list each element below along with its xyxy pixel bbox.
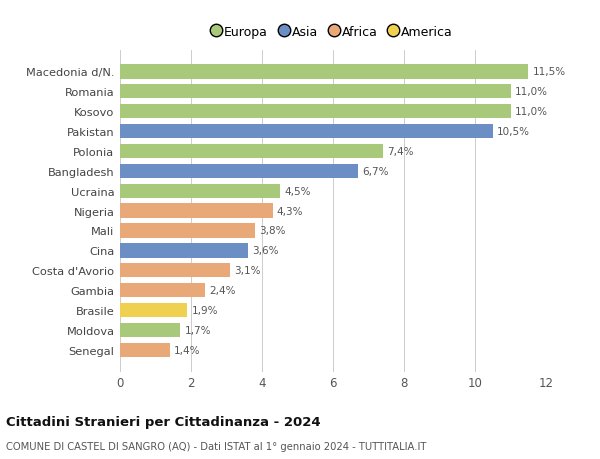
Text: Cittadini Stranieri per Cittadinanza - 2024: Cittadini Stranieri per Cittadinanza - 2… — [6, 415, 320, 428]
Legend: Europa, Asia, Africa, America: Europa, Asia, Africa, America — [208, 22, 458, 45]
Bar — [120, 283, 205, 297]
Text: 11,0%: 11,0% — [515, 107, 548, 117]
Text: 7,4%: 7,4% — [387, 146, 413, 157]
Bar — [120, 184, 280, 198]
Text: 6,7%: 6,7% — [362, 167, 389, 176]
Bar — [120, 224, 255, 238]
Text: 1,4%: 1,4% — [174, 345, 200, 355]
Bar — [120, 125, 493, 139]
Bar — [120, 145, 383, 159]
Bar — [120, 343, 170, 357]
Bar — [120, 204, 272, 218]
Bar — [120, 244, 248, 258]
Bar — [120, 105, 511, 119]
Bar — [120, 85, 511, 99]
Text: 3,8%: 3,8% — [259, 226, 286, 236]
Text: 3,6%: 3,6% — [252, 246, 278, 256]
Text: 11,0%: 11,0% — [515, 87, 548, 97]
Text: COMUNE DI CASTEL DI SANGRO (AQ) - Dati ISTAT al 1° gennaio 2024 - TUTTITALIA.IT: COMUNE DI CASTEL DI SANGRO (AQ) - Dati I… — [6, 441, 427, 451]
Bar — [120, 164, 358, 179]
Bar — [120, 323, 181, 337]
Bar — [120, 303, 187, 318]
Text: 3,1%: 3,1% — [235, 266, 261, 276]
Text: 11,5%: 11,5% — [533, 67, 566, 77]
Text: 1,7%: 1,7% — [185, 325, 211, 335]
Bar — [120, 65, 528, 79]
Text: 1,9%: 1,9% — [192, 305, 218, 315]
Text: 2,4%: 2,4% — [209, 285, 236, 296]
Text: 4,3%: 4,3% — [277, 206, 304, 216]
Bar — [120, 263, 230, 278]
Text: 4,5%: 4,5% — [284, 186, 311, 196]
Text: 10,5%: 10,5% — [497, 127, 530, 137]
